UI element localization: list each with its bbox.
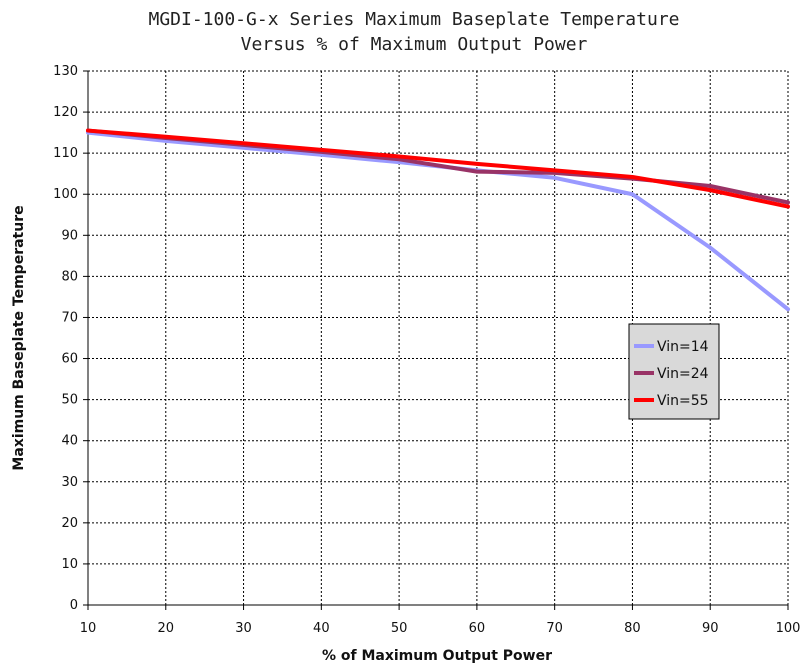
y-tick-label: 50: [61, 393, 78, 408]
x-tick-label: 10: [80, 621, 97, 636]
y-tick-label: 40: [61, 434, 78, 449]
y-tick-label: 30: [61, 475, 78, 490]
y-tick-label: 110: [53, 146, 78, 161]
y-tick-label: 10: [61, 557, 78, 572]
legend-label: Vin=24: [657, 366, 709, 382]
x-tick-label: 40: [313, 621, 330, 636]
y-tick-label: 90: [61, 228, 78, 243]
y-tick-label: 120: [53, 105, 78, 120]
y-tick-label: 70: [61, 310, 78, 325]
x-tick-label: 80: [624, 621, 641, 636]
x-tick-label: 30: [235, 621, 252, 636]
chart-title: MGDI-100-G-x Series Maximum Baseplate Te…: [148, 9, 679, 30]
y-tick-label: 80: [61, 269, 78, 284]
x-tick-label: 70: [546, 621, 563, 636]
legend: Vin=14 Vin=24 Vin=55: [628, 323, 720, 420]
x-tick-label: 90: [702, 621, 719, 636]
y-tick-label: 100: [53, 187, 78, 202]
y-axis-label: Maximum Baseplate Temperature: [11, 205, 27, 470]
x-tick-label: 100: [776, 621, 801, 636]
x-axis-label: % of Maximum Output Power: [322, 648, 552, 664]
y-tick-label: 0: [70, 598, 78, 613]
legend-label: Vin=14: [657, 339, 709, 355]
series-lines: [86, 128, 790, 312]
x-tick-label: 50: [391, 621, 408, 636]
y-tick-label: 20: [61, 516, 78, 531]
series-line-vin-55: [86, 128, 790, 209]
legend-label: Vin=55: [657, 393, 709, 409]
y-tick-label: 130: [53, 64, 78, 79]
y-tick-label: 60: [61, 352, 78, 367]
axes: [83, 70, 789, 610]
x-tick-label: 60: [469, 621, 486, 636]
chart-subtitle: Versus % of Maximum Output Power: [241, 34, 588, 55]
tick-labels: 10 20 30 40 50 60 70 80 90 1000102030405060708090…: [53, 64, 800, 636]
x-tick-label: 20: [158, 621, 175, 636]
